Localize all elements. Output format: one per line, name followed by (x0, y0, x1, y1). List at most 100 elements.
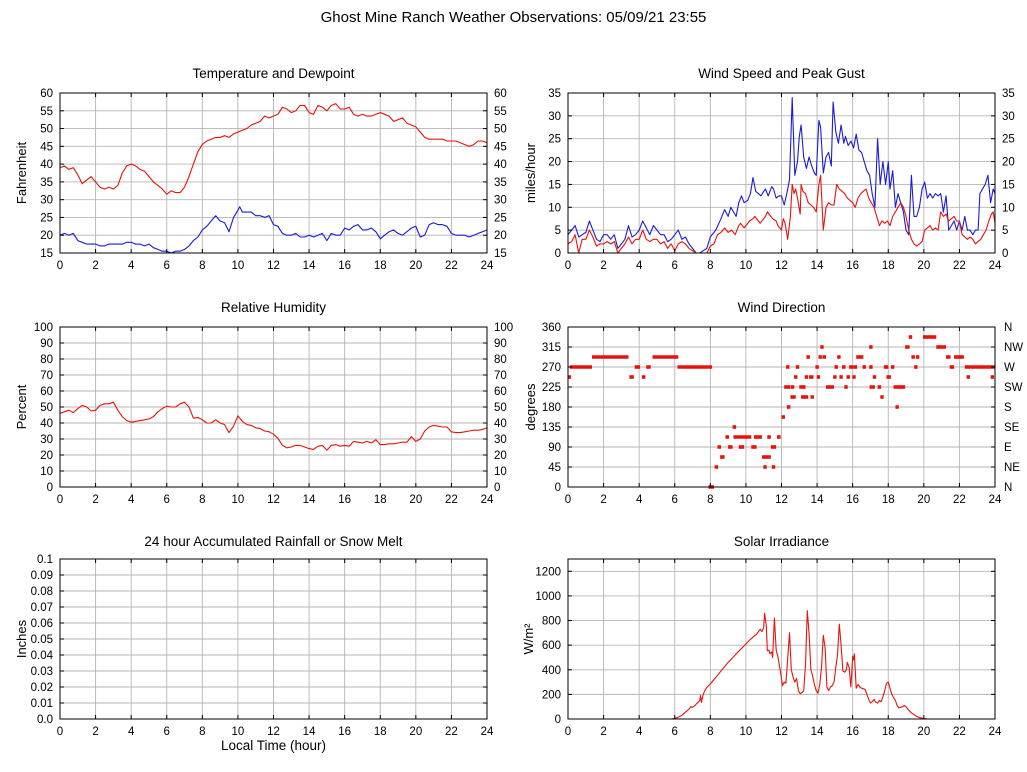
svg-text:100: 100 (494, 322, 513, 334)
svg-text:20: 20 (409, 726, 422, 738)
svg-text:N: N (1004, 322, 1012, 334)
svg-text:4: 4 (636, 726, 643, 738)
series-group-relative-humidity (59, 401, 488, 451)
svg-text:14: 14 (303, 494, 316, 506)
svg-text:10: 10 (740, 260, 753, 272)
y-axis-title-fahrenheit: Fahrenheit (14, 141, 29, 205)
svg-text:SW: SW (1004, 382, 1023, 394)
svg-text:18: 18 (882, 260, 895, 272)
svg-text:22: 22 (445, 494, 458, 506)
svg-text:180: 180 (542, 402, 561, 414)
svg-text:0: 0 (57, 260, 63, 272)
svg-text:135: 135 (542, 422, 561, 434)
svg-text:45: 45 (548, 462, 561, 474)
y-axis-title-inches: Inches (14, 619, 29, 659)
svg-text:8: 8 (707, 494, 713, 506)
svg-text:2: 2 (92, 494, 98, 506)
svg-text:45: 45 (494, 141, 507, 153)
svg-text:20: 20 (409, 494, 422, 506)
svg-text:30: 30 (40, 195, 53, 207)
chart-relative-humidity: 0 2 4 6 8 10 12 14 16 18 20 22 240102030405060708090… (34, 322, 513, 506)
x-axis-title: Local Time (hour) (220, 738, 327, 753)
svg-text:50: 50 (40, 402, 53, 414)
svg-text:70: 70 (494, 370, 507, 382)
svg-text:6: 6 (672, 726, 678, 738)
svg-text:16: 16 (338, 726, 351, 738)
svg-text:22: 22 (953, 260, 966, 272)
axes-wind-speed-gust (567, 92, 996, 254)
svg-text:8: 8 (199, 494, 205, 506)
svg-text:0: 0 (57, 726, 63, 738)
svg-text:90: 90 (548, 442, 561, 454)
svg-text:10: 10 (740, 494, 753, 506)
svg-text:20: 20 (494, 450, 507, 462)
svg-text:10: 10 (740, 726, 753, 738)
svg-text:0: 0 (555, 248, 561, 260)
svg-text:15: 15 (1002, 179, 1015, 191)
svg-text:80: 80 (494, 354, 507, 366)
svg-text:0: 0 (555, 714, 561, 726)
svg-text:25: 25 (548, 134, 561, 146)
svg-text:30: 30 (494, 195, 507, 207)
grid-temperature-dewpoint (59, 92, 488, 254)
tick-labels-temperature-dewpoint: 0 2 4 6 8 10 12 14 16 18 20 22 241520253035404550556… (40, 88, 507, 272)
chart-wind-direction: 0 2 4 6 8 10 12 14 16 18 20 22 240459013518022527031… (542, 322, 1023, 506)
svg-text:16: 16 (846, 494, 859, 506)
svg-text:2: 2 (600, 726, 606, 738)
svg-text:N: N (1004, 482, 1012, 494)
svg-text:60: 60 (40, 88, 53, 100)
svg-text:15: 15 (494, 248, 507, 260)
svg-text:30: 30 (548, 111, 561, 123)
svg-text:24: 24 (481, 260, 494, 272)
chart-title-wind-speed-gust: Wind Speed and Peak Gust (698, 66, 865, 81)
tick-labels-solar-irradiance: 0 2 4 6 8 10 12 14 16 18 20 22 240200400600800100012… (535, 566, 1002, 738)
tick-labels-wind-speed-gust: 0 2 4 6 8 10 12 14 16 18 20 22 240510152025303505101… (548, 88, 1015, 272)
series-group-wind-speed-gust (567, 97, 996, 254)
svg-text:0.07: 0.07 (31, 602, 53, 614)
series-group-solar-irradiance (568, 610, 995, 720)
svg-text:0: 0 (565, 260, 571, 272)
series-wind-direction (567, 335, 995, 489)
svg-text:10: 10 (232, 260, 245, 272)
svg-text:16: 16 (338, 494, 351, 506)
svg-text:0.09: 0.09 (31, 570, 53, 582)
svg-text:5: 5 (555, 225, 561, 237)
series-wind-speed (567, 174, 996, 254)
svg-text:8: 8 (707, 726, 713, 738)
chart-title-wind-direction: Wind Direction (737, 300, 826, 315)
svg-text:25: 25 (40, 212, 53, 224)
chart-wind-speed-gust: 0 2 4 6 8 10 12 14 16 18 20 22 240510152025303505101… (548, 88, 1015, 272)
svg-text:10: 10 (1002, 202, 1015, 214)
axes-relative-humidity (59, 326, 488, 488)
svg-text:10: 10 (232, 494, 245, 506)
svg-text:4: 4 (128, 494, 135, 506)
svg-text:60: 60 (40, 386, 53, 398)
series-group-wind-direction (567, 335, 995, 489)
svg-text:0.06: 0.06 (31, 618, 53, 630)
svg-text:20: 20 (40, 230, 53, 242)
svg-text:360: 360 (542, 322, 561, 334)
svg-text:4: 4 (636, 494, 643, 506)
y-axis-title-percent: Percent (14, 384, 29, 430)
chart-title-relative-humidity: Relative Humidity (220, 300, 327, 315)
svg-text:35: 35 (494, 177, 507, 189)
svg-text:600: 600 (542, 640, 561, 652)
svg-text:15: 15 (548, 179, 561, 191)
svg-text:0: 0 (57, 494, 63, 506)
svg-text:10: 10 (548, 202, 561, 214)
svg-text:14: 14 (811, 494, 824, 506)
svg-text:24: 24 (481, 726, 494, 738)
svg-text:8: 8 (199, 260, 205, 272)
svg-text:16: 16 (846, 260, 859, 272)
svg-text:80: 80 (40, 354, 53, 366)
svg-text:2: 2 (92, 726, 98, 738)
svg-text:0.1: 0.1 (37, 554, 53, 566)
grid-wind-direction (567, 326, 996, 488)
svg-text:315: 315 (542, 342, 561, 354)
svg-text:30: 30 (494, 434, 507, 446)
tick-labels-relative-humidity: 0 2 4 6 8 10 12 14 16 18 20 22 240102030405060708090… (34, 322, 513, 506)
page-title: Ghost Mine Ranch Weather Observations: 0… (320, 9, 707, 26)
chart-solar-irradiance: 0 2 4 6 8 10 12 14 16 18 20 22 240200400600800100012… (535, 558, 1002, 738)
svg-text:35: 35 (40, 177, 53, 189)
